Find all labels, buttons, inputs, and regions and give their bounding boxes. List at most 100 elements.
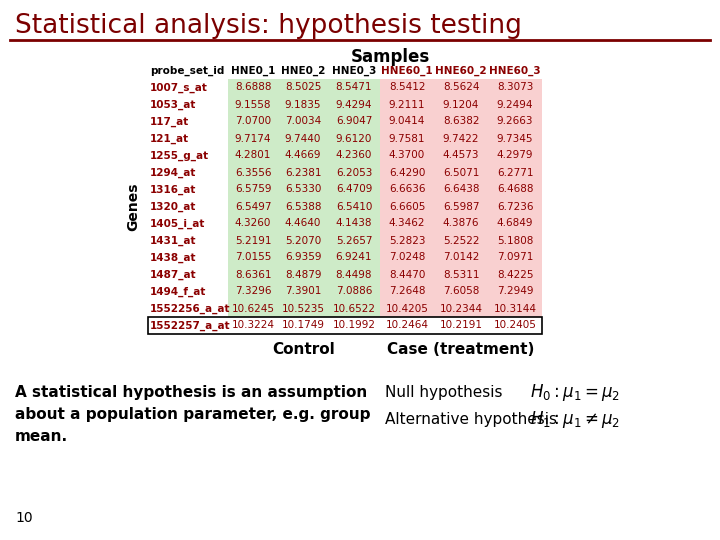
Text: 6.2053: 6.2053 bbox=[336, 167, 372, 178]
Text: 9.7422: 9.7422 bbox=[443, 133, 480, 144]
Text: 6.5497: 6.5497 bbox=[235, 201, 271, 212]
Text: 1431_at: 1431_at bbox=[150, 235, 197, 246]
Text: 6.9359: 6.9359 bbox=[284, 253, 321, 262]
Text: 5.2522: 5.2522 bbox=[443, 235, 480, 246]
Text: 4.4573: 4.4573 bbox=[443, 151, 480, 160]
Text: 6.4709: 6.4709 bbox=[336, 185, 372, 194]
Text: $H_0 : \mu_1 = \mu_2$: $H_0 : \mu_1 = \mu_2$ bbox=[530, 382, 620, 403]
Text: 7.2648: 7.2648 bbox=[389, 287, 426, 296]
Text: 10: 10 bbox=[15, 511, 32, 525]
Text: 121_at: 121_at bbox=[150, 133, 189, 144]
Text: 6.5330: 6.5330 bbox=[285, 185, 321, 194]
Text: 5.2823: 5.2823 bbox=[389, 235, 426, 246]
Text: 10.3224: 10.3224 bbox=[232, 321, 274, 330]
Text: Statistical analysis: hypothesis testing: Statistical analysis: hypothesis testing bbox=[15, 13, 522, 39]
Text: 10.2191: 10.2191 bbox=[439, 321, 482, 330]
Text: $H_1 : \mu_1 \neq \mu_2$: $H_1 : \mu_1 \neq \mu_2$ bbox=[530, 409, 620, 430]
Text: 10.2344: 10.2344 bbox=[439, 303, 482, 314]
Text: 6.6605: 6.6605 bbox=[389, 201, 426, 212]
Text: 6.3556: 6.3556 bbox=[235, 167, 271, 178]
Text: 1494_f_at: 1494_f_at bbox=[150, 286, 207, 296]
Text: 9.4294: 9.4294 bbox=[336, 99, 372, 110]
Text: 9.0414: 9.0414 bbox=[389, 117, 426, 126]
Text: 8.5624: 8.5624 bbox=[443, 83, 480, 92]
Text: 10.4205: 10.4205 bbox=[386, 303, 428, 314]
Text: 9.2494: 9.2494 bbox=[497, 99, 534, 110]
Text: 6.2771: 6.2771 bbox=[497, 167, 534, 178]
Text: HNE0_2: HNE0_2 bbox=[281, 65, 325, 76]
Text: 5.2191: 5.2191 bbox=[235, 235, 271, 246]
Text: 9.7440: 9.7440 bbox=[285, 133, 321, 144]
Text: 6.9047: 6.9047 bbox=[336, 117, 372, 126]
Text: 10.2405: 10.2405 bbox=[494, 321, 536, 330]
Text: 9.2111: 9.2111 bbox=[389, 99, 426, 110]
Text: 8.4879: 8.4879 bbox=[284, 269, 321, 280]
Text: 8.3073: 8.3073 bbox=[497, 83, 534, 92]
Text: 1552257_a_at: 1552257_a_at bbox=[150, 320, 230, 330]
Text: 6.5410: 6.5410 bbox=[336, 201, 372, 212]
Text: 8.4225: 8.4225 bbox=[497, 269, 534, 280]
Text: 4.3700: 4.3700 bbox=[389, 151, 425, 160]
Text: 10.6245: 10.6245 bbox=[232, 303, 274, 314]
Text: 4.4669: 4.4669 bbox=[284, 151, 321, 160]
Text: HNE0_1: HNE0_1 bbox=[231, 65, 275, 76]
Text: 8.5025: 8.5025 bbox=[285, 83, 321, 92]
Text: 9.1558: 9.1558 bbox=[235, 99, 271, 110]
Text: 7.0155: 7.0155 bbox=[235, 253, 271, 262]
Text: Null hypothesis: Null hypothesis bbox=[385, 385, 503, 400]
Text: 10.5235: 10.5235 bbox=[282, 303, 325, 314]
Text: 4.2801: 4.2801 bbox=[235, 151, 271, 160]
Text: 7.0700: 7.0700 bbox=[235, 117, 271, 126]
Text: 8.5471: 8.5471 bbox=[336, 83, 372, 92]
Text: A statistical hypothesis is an assumption
about a population parameter, e.g. gro: A statistical hypothesis is an assumptio… bbox=[15, 385, 371, 444]
Text: 4.3260: 4.3260 bbox=[235, 219, 271, 228]
Text: 4.2360: 4.2360 bbox=[336, 151, 372, 160]
Text: 9.7174: 9.7174 bbox=[235, 133, 271, 144]
Text: 5.1808: 5.1808 bbox=[497, 235, 534, 246]
Text: HNE60_2: HNE60_2 bbox=[435, 65, 487, 76]
Text: 6.6438: 6.6438 bbox=[443, 185, 480, 194]
Text: 1294_at: 1294_at bbox=[150, 167, 197, 178]
Text: Genes: Genes bbox=[126, 183, 140, 231]
Text: 8.6888: 8.6888 bbox=[235, 83, 271, 92]
Text: 9.7581: 9.7581 bbox=[389, 133, 426, 144]
Text: 1320_at: 1320_at bbox=[150, 201, 197, 212]
Text: HNE60_3: HNE60_3 bbox=[489, 65, 541, 76]
Bar bbox=[380, 79, 542, 334]
Text: 10.1992: 10.1992 bbox=[333, 321, 376, 330]
Text: HNE60_1: HNE60_1 bbox=[381, 65, 433, 76]
Text: 10.6522: 10.6522 bbox=[333, 303, 376, 314]
Text: 117_at: 117_at bbox=[150, 116, 189, 127]
Text: 6.2381: 6.2381 bbox=[284, 167, 321, 178]
Text: 4.1438: 4.1438 bbox=[336, 219, 372, 228]
Text: 4.3876: 4.3876 bbox=[443, 219, 480, 228]
Text: 7.0248: 7.0248 bbox=[389, 253, 426, 262]
Text: 6.5759: 6.5759 bbox=[235, 185, 271, 194]
Text: 1007_s_at: 1007_s_at bbox=[150, 83, 208, 93]
Text: 7.3296: 7.3296 bbox=[235, 287, 271, 296]
Text: 6.4688: 6.4688 bbox=[497, 185, 534, 194]
Text: 9.2663: 9.2663 bbox=[497, 117, 534, 126]
Text: 1438_at: 1438_at bbox=[150, 252, 197, 262]
Text: 5.2070: 5.2070 bbox=[285, 235, 321, 246]
Text: 6.7236: 6.7236 bbox=[497, 201, 534, 212]
Text: 8.6382: 8.6382 bbox=[443, 117, 480, 126]
Text: 7.6058: 7.6058 bbox=[443, 287, 480, 296]
Text: 1053_at: 1053_at bbox=[150, 99, 197, 110]
Text: 6.6636: 6.6636 bbox=[389, 185, 426, 194]
Bar bbox=[228, 79, 380, 334]
Text: 1552256_a_at: 1552256_a_at bbox=[150, 303, 230, 314]
Text: 8.5311: 8.5311 bbox=[443, 269, 480, 280]
Text: 4.3462: 4.3462 bbox=[389, 219, 426, 228]
Text: 1487_at: 1487_at bbox=[150, 269, 197, 280]
Text: 6.5987: 6.5987 bbox=[443, 201, 480, 212]
Text: Alternative hypothesis: Alternative hypothesis bbox=[385, 412, 557, 427]
Text: 8.4470: 8.4470 bbox=[389, 269, 426, 280]
Text: 6.9241: 6.9241 bbox=[336, 253, 372, 262]
Text: 10.1749: 10.1749 bbox=[282, 321, 325, 330]
Text: 1255_g_at: 1255_g_at bbox=[150, 150, 209, 160]
Text: 10.2464: 10.2464 bbox=[385, 321, 428, 330]
Text: 9.1835: 9.1835 bbox=[284, 99, 321, 110]
Text: 6.4290: 6.4290 bbox=[389, 167, 426, 178]
Text: 9.6120: 9.6120 bbox=[336, 133, 372, 144]
